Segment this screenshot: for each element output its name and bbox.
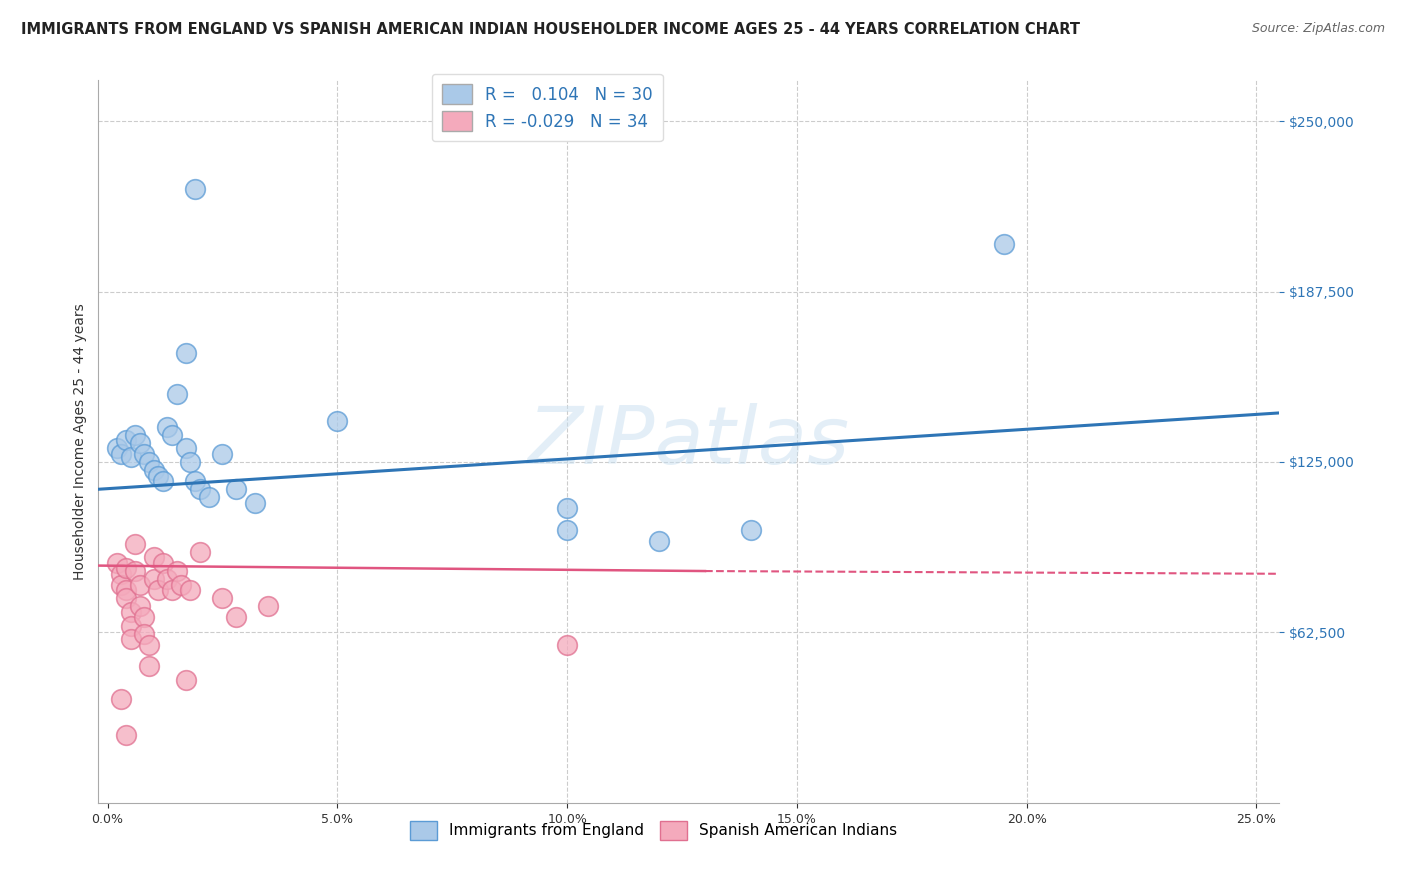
- Point: [138, 455, 160, 469]
- Point: [134, 447, 156, 461]
- Point: [555, 523, 578, 537]
- Point: [128, 599, 150, 614]
- Point: [110, 577, 132, 591]
- Point: [648, 534, 671, 549]
- Point: [170, 577, 193, 591]
- Point: [146, 468, 169, 483]
- Point: [110, 692, 132, 706]
- Point: [110, 566, 132, 581]
- Point: [555, 638, 578, 652]
- Legend: Immigrants from England, Spanish American Indians: Immigrants from England, Spanish America…: [404, 815, 904, 846]
- Point: [128, 577, 150, 591]
- Point: [211, 591, 233, 606]
- Point: [120, 632, 142, 647]
- Point: [740, 523, 762, 537]
- Point: [138, 638, 160, 652]
- Point: [115, 433, 138, 447]
- Point: [174, 673, 197, 687]
- Point: [120, 605, 142, 619]
- Point: [115, 561, 138, 575]
- Point: [134, 610, 156, 624]
- Point: [142, 572, 165, 586]
- Point: [124, 564, 146, 578]
- Point: [160, 427, 183, 442]
- Point: [211, 447, 233, 461]
- Text: ZIPatlas: ZIPatlas: [527, 402, 851, 481]
- Point: [152, 556, 174, 570]
- Point: [142, 550, 165, 565]
- Point: [115, 591, 138, 606]
- Point: [243, 496, 266, 510]
- Point: [179, 583, 201, 598]
- Point: [142, 463, 165, 477]
- Point: [124, 537, 146, 551]
- Point: [188, 545, 211, 559]
- Point: [146, 583, 169, 598]
- Y-axis label: Householder Income Ages 25 - 44 years: Householder Income Ages 25 - 44 years: [73, 303, 87, 580]
- Point: [115, 583, 138, 598]
- Point: [166, 564, 188, 578]
- Point: [197, 491, 219, 505]
- Point: [993, 236, 1015, 251]
- Point: [105, 442, 128, 456]
- Text: IMMIGRANTS FROM ENGLAND VS SPANISH AMERICAN INDIAN HOUSEHOLDER INCOME AGES 25 - : IMMIGRANTS FROM ENGLAND VS SPANISH AMERI…: [21, 22, 1080, 37]
- Point: [257, 599, 280, 614]
- Point: [128, 436, 150, 450]
- Point: [555, 501, 578, 516]
- Point: [184, 182, 207, 196]
- Point: [115, 728, 138, 742]
- Point: [160, 583, 183, 598]
- Point: [138, 659, 160, 673]
- Point: [166, 387, 188, 401]
- Point: [105, 556, 128, 570]
- Point: [184, 474, 207, 488]
- Point: [152, 474, 174, 488]
- Point: [134, 626, 156, 640]
- Point: [156, 572, 179, 586]
- Point: [156, 419, 179, 434]
- Text: Source: ZipAtlas.com: Source: ZipAtlas.com: [1251, 22, 1385, 36]
- Point: [110, 447, 132, 461]
- Point: [188, 482, 211, 496]
- Point: [174, 346, 197, 360]
- Point: [225, 482, 247, 496]
- Point: [174, 442, 197, 456]
- Point: [124, 427, 146, 442]
- Point: [179, 455, 201, 469]
- Point: [326, 414, 349, 428]
- Point: [120, 618, 142, 632]
- Point: [225, 610, 247, 624]
- Point: [120, 450, 142, 464]
